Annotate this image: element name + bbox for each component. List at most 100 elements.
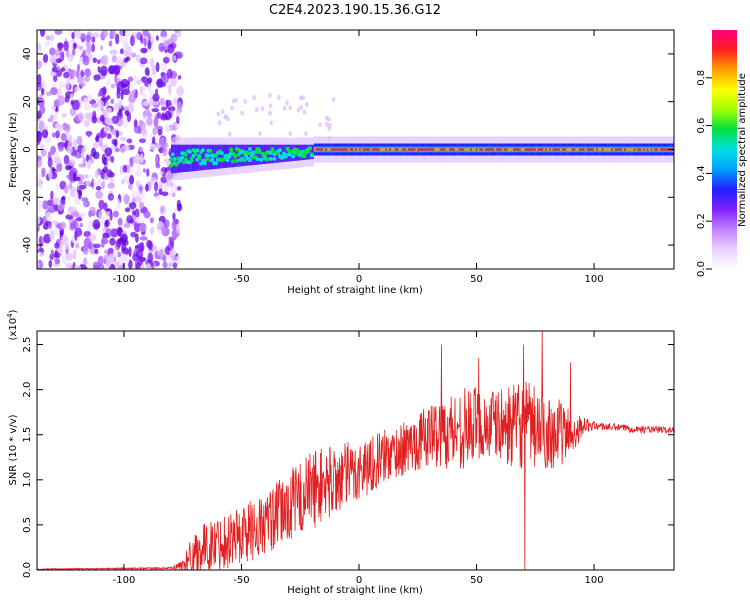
spectrogram-noise-blob [140, 153, 144, 164]
spectrogram-streak-blob [331, 97, 336, 102]
spectrogram-streak-blob [216, 111, 221, 117]
spectrogram-noise-blob [63, 40, 69, 52]
spectrogram-noise-blob [47, 157, 53, 168]
spectrogram-noise-blob [95, 185, 102, 191]
spectrogram-noise-blob [120, 233, 128, 243]
spectrogram-noise-blob [146, 117, 153, 126]
spectrogram-peak [560, 148, 563, 151]
spectrogram-peak [454, 148, 457, 151]
spectrogram-noise-blob [54, 242, 60, 249]
spectrogram-peak [524, 148, 527, 151]
spectrogram-hotspot [270, 148, 275, 152]
spectrogram-noise-blob [86, 45, 92, 54]
spectrogram-noise-blob [56, 58, 62, 64]
spectrogram-streak-blob [268, 92, 272, 98]
spectrogram-noise-blob [102, 232, 110, 239]
spectrogram-peak [541, 148, 544, 151]
spectrogram-noise-blob [138, 146, 144, 153]
spectrogram-noise-blob [167, 44, 175, 54]
spectrogram-peak [402, 148, 405, 151]
spectrogram-noise-blob [123, 175, 130, 182]
spectrogram-streak-blob [269, 120, 274, 126]
spectrogram-peak [494, 148, 497, 151]
spectrogram-hotspot [197, 156, 202, 161]
spectrogram-streak-blob [260, 106, 265, 112]
spectrogram-peak [528, 148, 531, 151]
spectrogram-noise-blob [136, 79, 142, 85]
spectrogram-noise-blob [110, 83, 115, 89]
spectrogram-peak [374, 148, 377, 151]
spectrogram-noise-blob [63, 185, 69, 194]
spectrogram-noise-blob [105, 117, 113, 126]
spectrogram-noise-blob [160, 76, 166, 81]
spectrogram-noise-blob [105, 219, 110, 228]
spectrogram-streak-blob [220, 109, 225, 115]
spectrogram-streak-blob [254, 107, 259, 113]
spectrogram-noise-blob [73, 42, 77, 49]
spectrogram-noise-blob [97, 92, 102, 97]
spectrogram-peak [648, 148, 651, 151]
spectrogram-noise-blob [88, 52, 93, 61]
spectrogram-noise-blob [133, 221, 141, 233]
x-tick-label: -100 [113, 274, 136, 285]
spectrogram-noise-blob [54, 49, 60, 56]
spectrogram-noise-blob [142, 30, 149, 37]
spectrogram-band [218, 144, 220, 169]
spectrogram-noise-blob [37, 241, 40, 250]
spectrogram-noise-blob [135, 216, 141, 224]
spectrogram-peak [330, 148, 333, 151]
spectrogram-noise-blob [39, 30, 46, 37]
spectrogram-hotspot [206, 153, 211, 158]
spectrogram-streak-blob [305, 101, 309, 107]
spectrogram-peak [490, 148, 493, 151]
spectrogram-noise-blob [129, 175, 135, 185]
spectrogram-noise-blob [98, 210, 102, 221]
spectrogram-peak [391, 148, 393, 151]
spectrogram-noise-blob [169, 250, 177, 255]
spectrogram-noise-blob [82, 245, 89, 256]
spectrogram-hotspot [219, 151, 224, 156]
spectrogram-peak [327, 148, 330, 151]
spectrogram-noise-blob [76, 70, 80, 78]
spectrogram-peak [398, 148, 401, 151]
spectrogram-noise-blob [80, 69, 84, 78]
spectrogram-noise-blob [88, 210, 92, 218]
spectrogram-noise-blob [80, 33, 86, 42]
spectrogram-noise-blob [127, 183, 133, 190]
spectrogram-noise-blob [113, 139, 118, 147]
spectrogram-noise-blob [164, 246, 171, 256]
spectrogram-peak [436, 148, 439, 151]
spectrogram-peak [627, 148, 630, 151]
spectrogram-peak [624, 148, 627, 151]
spectrogram-noise-blob [149, 133, 153, 142]
spectrogram-noise-blob [119, 165, 124, 175]
spectrogram-peak [353, 148, 356, 151]
spectrogram-peak [616, 148, 619, 151]
spectrogram-noise-blob [158, 171, 164, 176]
spectrogram-noise-blob [40, 148, 47, 157]
spectrogram-noise-blob [130, 35, 135, 47]
spectrogram-noise-blob [101, 54, 109, 66]
spectrogram-peak [584, 148, 587, 151]
spectrogram-noise-blob [111, 55, 118, 63]
chart-title: C2E4.2023.190.15.36.G12 [269, 3, 441, 18]
spectrogram-noise-blob [147, 40, 152, 50]
spectrogram-hotspot [268, 150, 273, 155]
spectrogram-noise-blob [134, 153, 142, 164]
spectrogram-hotspot [283, 154, 288, 159]
spectrogram-hotspot [276, 151, 281, 156]
spectrogram-noise-blob [159, 46, 167, 51]
spectrogram-noise-blob [129, 157, 134, 168]
spectrogram-noise-blob [152, 127, 158, 136]
spectrogram-peak [377, 148, 380, 151]
spectrogram-noise-blob [177, 203, 183, 212]
spectrogram-noise-blob [78, 185, 87, 190]
spectrogram-streak-blob [232, 98, 236, 104]
spectrogram-noise-blob [140, 34, 144, 44]
spectrogram-peak [460, 148, 463, 151]
spectrogram-hotspot [187, 149, 192, 154]
spectrogram-noise-blob [111, 115, 119, 124]
spectrogram-noise-blob [110, 228, 119, 238]
spectrogram-noise-blob [116, 86, 120, 95]
